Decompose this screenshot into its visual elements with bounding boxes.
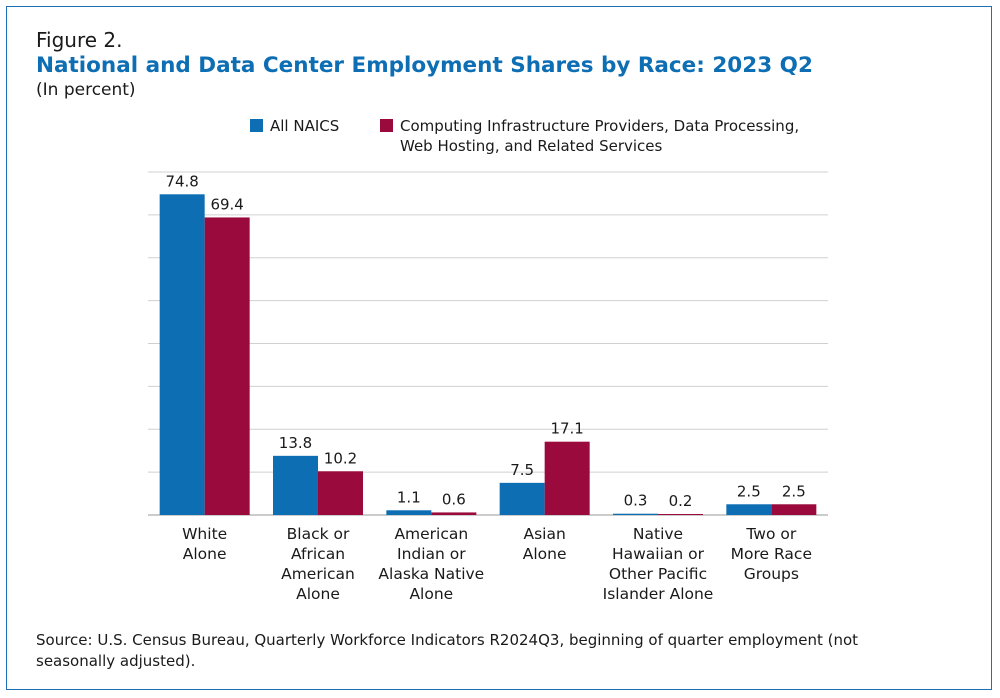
x-tick-label-0: White Alone xyxy=(140,524,270,564)
bar-all-naics-0 xyxy=(159,194,205,516)
bar-all-naics-2 xyxy=(386,510,432,515)
x-tick-label-line: Alone xyxy=(182,545,227,563)
bar-computing-2 xyxy=(431,512,477,515)
data-label-computing-1: 10.2 xyxy=(324,449,357,467)
x-tick-label-line: Two or xyxy=(746,525,797,543)
x-tick-label-line: Islander Alone xyxy=(602,585,714,603)
x-tick-label-line: Hawaiian or xyxy=(611,545,705,563)
x-tick-label-line: African xyxy=(290,545,346,563)
x-tick-label-line: Alone xyxy=(296,585,340,603)
chart-subtitle: (In percent) xyxy=(36,80,136,100)
data-label-all-naics-0: 74.8 xyxy=(165,172,198,190)
bar-all-naics-4 xyxy=(613,513,658,515)
source-note: Source: U.S. Census Bureau, Quarterly Wo… xyxy=(36,631,859,670)
x-tick-label-line: Alaska Native xyxy=(378,565,485,583)
data-label-all-naics-3: 7.5 xyxy=(510,461,534,479)
x-tick-label-line: Groups xyxy=(743,565,799,583)
data-label-computing-4: 0.2 xyxy=(669,492,693,510)
bar-all-naics-1 xyxy=(273,455,318,515)
bar-computing-0 xyxy=(204,217,250,515)
data-label-computing-2: 0.6 xyxy=(442,490,466,508)
bar-computing-5 xyxy=(771,504,817,515)
data-label-all-naics-5: 2.5 xyxy=(737,482,761,500)
x-tick-label-line: Black or xyxy=(286,525,350,543)
x-tick-label-5: Two or More Race Groups xyxy=(706,524,836,584)
x-tick-label-line: Asian xyxy=(523,525,566,543)
data-label-computing-3: 17.1 xyxy=(550,420,583,438)
data-label-all-naics-4: 0.3 xyxy=(624,492,648,510)
legend-swatch-computing xyxy=(380,119,393,132)
bar-computing-4 xyxy=(658,514,703,515)
figure-label: Figure 2. xyxy=(36,28,123,52)
x-tick-label-line: American xyxy=(394,525,469,543)
x-tick-label-line: Alone xyxy=(522,545,567,563)
x-tick-label-line: American xyxy=(281,565,355,583)
bar-all-naics-5 xyxy=(726,504,772,515)
legend-swatch-all-naics xyxy=(250,119,263,132)
x-tick-label-line: Indian or xyxy=(397,545,466,563)
data-label-computing-5: 2.5 xyxy=(782,482,806,500)
x-tick-label-2: American Indian or Alaska Native Alone xyxy=(366,524,496,604)
legend-label-all-naics: All NAICS xyxy=(270,117,340,135)
bar-computing-3 xyxy=(544,441,590,515)
x-tick-label-4: Native Hawaiian or Other Pacific Islander A… xyxy=(593,524,723,604)
x-tick-label-line: Other Pacific xyxy=(608,565,708,583)
figure-frame xyxy=(6,6,992,690)
bar-computing-1 xyxy=(318,471,363,515)
x-tick-label-1: Black or African American Alone xyxy=(253,524,383,604)
x-tick-label-line: More Race xyxy=(730,545,812,563)
data-label-all-naics-1: 13.8 xyxy=(279,434,312,452)
x-axis-labels: White Alone Black or African American Alone Am… xyxy=(0,524,1000,614)
x-tick-label-line: White xyxy=(182,525,228,543)
bar-all-naics-3 xyxy=(499,482,545,515)
chart-title: National and Data Center Employment Shar… xyxy=(36,53,813,78)
x-tick-label-line: Alone xyxy=(409,585,454,603)
x-tick-label-3: Asian Alone xyxy=(480,524,610,564)
data-label-computing-0: 69.4 xyxy=(210,195,243,213)
legend-label-computing: Computing Infrastructure Providers, Data… xyxy=(400,117,800,155)
data-label-all-naics-2: 1.1 xyxy=(397,488,421,506)
x-tick-label-line: Native xyxy=(632,525,684,543)
